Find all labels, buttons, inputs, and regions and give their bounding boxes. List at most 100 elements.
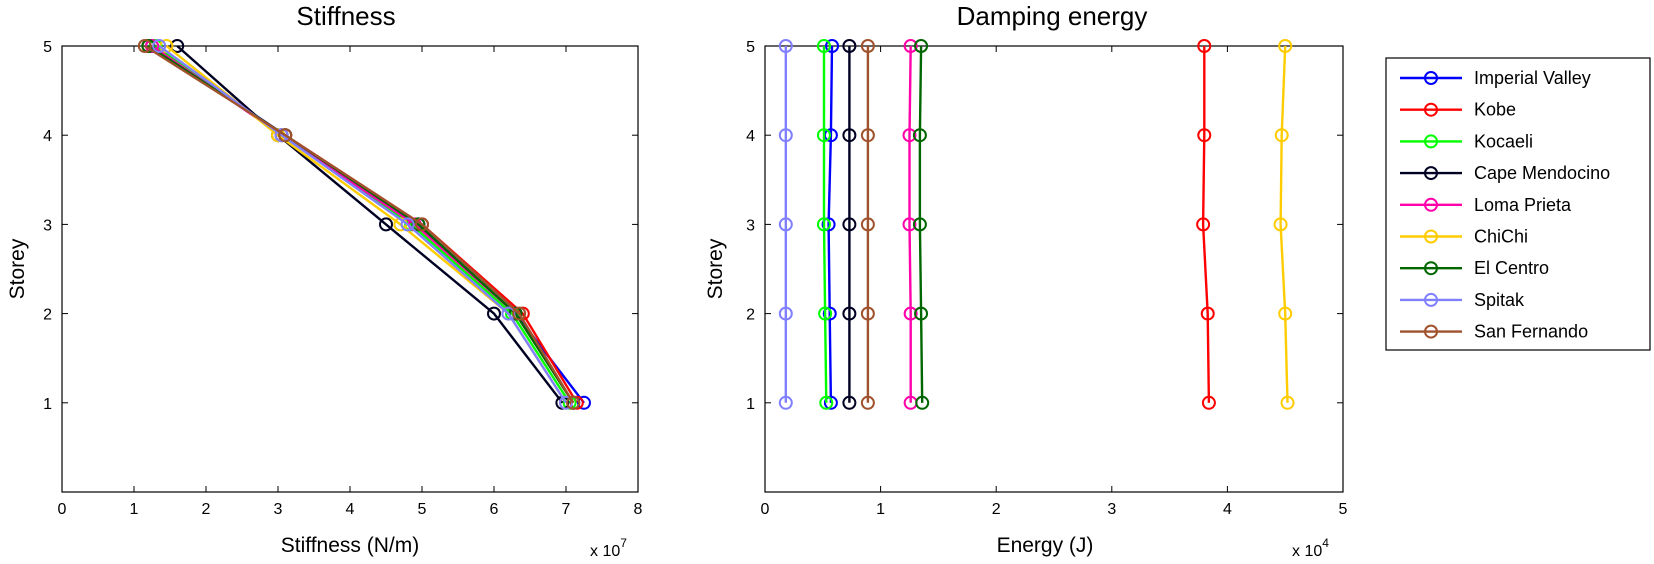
- legend-marker: [1424, 324, 1438, 339]
- damping-x-tick-label: 4: [1223, 501, 1232, 518]
- damping-data-point: [821, 217, 836, 232]
- stiffness-series-line: [158, 45, 568, 404]
- stiffness-data-point: [487, 306, 501, 321]
- damping-data-point: [825, 39, 840, 53]
- legend-label: Kobe: [1474, 100, 1516, 120]
- damping-data-point: [842, 217, 857, 232]
- damping-data-point: [1200, 306, 1215, 321]
- stiffness-x-tick-label: 3: [274, 501, 283, 518]
- damping-data-point: [902, 217, 917, 232]
- damping-data-point: [1274, 128, 1289, 143]
- damping-data-point: [778, 395, 793, 410]
- damping-data-point: [1280, 395, 1295, 410]
- damping-series-line: [1279, 45, 1289, 403]
- stiffness-series-line: [151, 45, 575, 404]
- damping-y-tick-label: 2: [746, 307, 755, 324]
- stiffness-y-axis-label: Storey: [6, 238, 29, 299]
- damping-data-point: [842, 39, 857, 53]
- legend: Imperial Valley Kobe Kocaeli Cape Mendocino…: [1385, 57, 1651, 351]
- stiffness-series-line: [144, 44, 575, 404]
- legend-label: Kocaeli: [1474, 131, 1533, 151]
- damping-data-point: [1197, 128, 1212, 143]
- stiffness-y-tick-label: 4: [43, 128, 52, 145]
- stiffness-data-point: [501, 306, 516, 321]
- damping-x-tick-label: 2: [992, 501, 1001, 518]
- damping-y-ticks: 1 2 3 4 5: [746, 39, 1343, 413]
- stiffness-data-point: [400, 217, 415, 232]
- damping-x-tick-label: 0: [761, 501, 770, 518]
- damping-series-line: [822, 46, 828, 403]
- damping-x-tick-label: 3: [1107, 501, 1116, 518]
- damping-data-point: [822, 306, 837, 321]
- damping-x-tick-label: 5: [1339, 501, 1348, 518]
- damping-x-ticks: 0 1 2 3 4 5: [761, 46, 1348, 518]
- damping-y-tick-label: 5: [746, 39, 755, 56]
- damping-data-point: [778, 306, 793, 321]
- stiffness-x-tick-label: 8: [634, 501, 643, 518]
- legend-label: El Centro: [1474, 258, 1549, 278]
- stiffness-data-point: [566, 395, 581, 410]
- damping-data-point: [860, 217, 875, 232]
- damping-data-point: [1273, 217, 1288, 232]
- damping-y-tick-label: 3: [746, 217, 755, 234]
- legend-marker: [1424, 229, 1438, 244]
- damping-data-point: [816, 217, 831, 232]
- stiffness-series-line: [176, 45, 564, 404]
- stiffness-series-line: [154, 45, 571, 404]
- damping-data-point: [914, 39, 929, 53]
- damping-data-point: [778, 39, 793, 53]
- damping-energy-chart: Damping energy 0 1 2 3 4 5 1 2 3 4 5 Energy (J) S…: [704, 1, 1348, 560]
- damping-data-point: [818, 306, 833, 321]
- stiffness-series-line: [151, 45, 585, 404]
- stiffness-chart: Stiffness 0 1 2 3 4 5 6 7 8 1 2 3 4 5 Stiffness (N/m…: [6, 1, 643, 560]
- legend-label: Imperial Valley: [1474, 68, 1591, 88]
- legend-marker: [1424, 261, 1438, 276]
- damping-data-point: [816, 128, 831, 143]
- damping-data-point: [912, 128, 927, 143]
- stiffness-y-tick-label: 5: [43, 39, 52, 56]
- stiffness-data-point: [152, 39, 167, 53]
- damping-y-axis-label: Storey: [704, 238, 727, 299]
- damping-data-point: [778, 128, 793, 143]
- stiffness-plot-area: [61, 45, 639, 493]
- damping-data-point: [860, 39, 875, 53]
- damping-data-point: [1278, 39, 1293, 53]
- damping-data-point: [860, 128, 875, 143]
- damping-data-point: [915, 395, 930, 410]
- damping-data-point: [842, 306, 857, 321]
- stiffness-x-tick-label: 7: [562, 501, 571, 518]
- stiffness-series-line: [147, 44, 578, 404]
- damping-data-point: [860, 395, 875, 410]
- stiffness-data-point: [170, 39, 185, 53]
- stiffness-x-multiplier: x 107: [590, 536, 627, 560]
- stiffness-chart-title: Stiffness: [296, 1, 395, 31]
- stiffness-y-tick-label: 3: [43, 217, 52, 234]
- damping-data-point: [823, 395, 838, 410]
- legend-label: Cape Mendocino: [1474, 163, 1610, 183]
- legend-marker: [1424, 71, 1438, 85]
- stiffness-x-tick-label: 1: [130, 501, 139, 518]
- damping-x-multiplier: x 104: [1292, 536, 1329, 560]
- damping-x-axis-label: Energy (J): [997, 534, 1094, 557]
- stiffness-x-tick-label: 5: [418, 501, 427, 518]
- damping-data-point: [842, 128, 857, 143]
- damping-energy-chart-title: Damping energy: [957, 1, 1148, 31]
- damping-series: [778, 39, 1295, 410]
- damping-data-point: [819, 395, 834, 410]
- stiffness-data-point: [512, 306, 527, 321]
- stiffness-x-axis-label: Stiffness (N/m): [281, 534, 419, 557]
- legend-label: ChiChi: [1474, 227, 1528, 247]
- damping-y-tick-label: 1: [746, 396, 755, 413]
- legend-marker: [1424, 197, 1438, 212]
- stiffness-data-point: [137, 39, 152, 53]
- damping-data-point: [902, 128, 917, 143]
- stiffness-series: [137, 39, 591, 410]
- damping-data-point: [842, 395, 857, 410]
- legend-marker: [1424, 102, 1438, 117]
- stiffness-x-tick-label: 6: [490, 501, 499, 518]
- legend-label: Loma Prieta: [1474, 195, 1572, 215]
- stiffness-x-tick-label: 0: [58, 501, 67, 518]
- damping-data-point: [903, 306, 918, 321]
- stiffness-y-ticks: 1 2 3 4 5: [43, 39, 638, 413]
